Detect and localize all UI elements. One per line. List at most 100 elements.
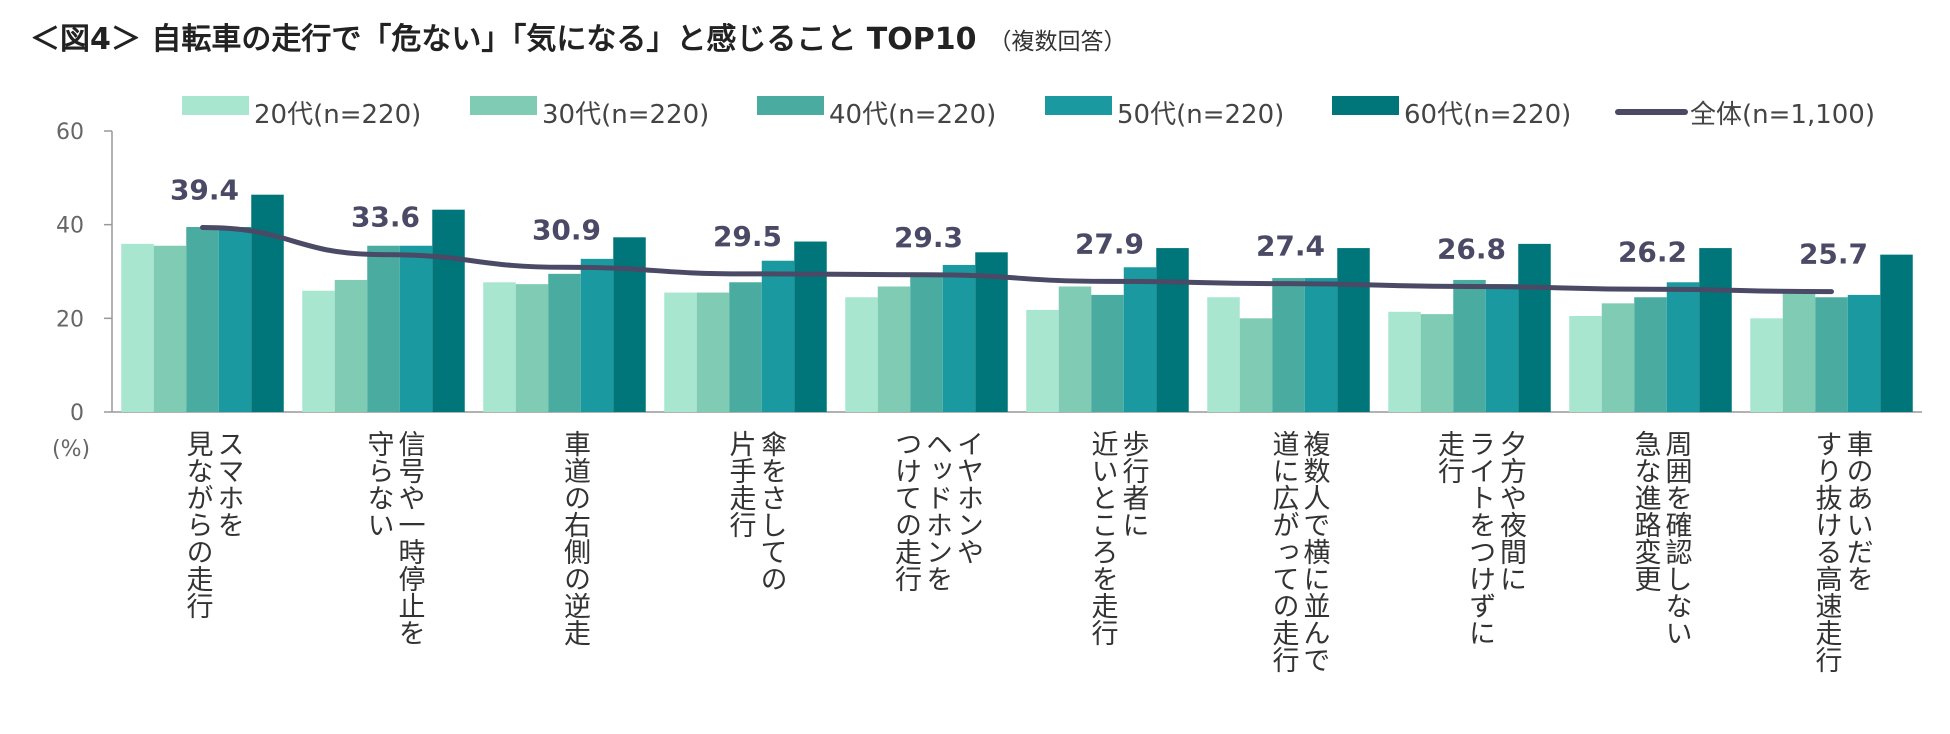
bar-1-5	[1058, 286, 1092, 412]
bar-2-6	[1272, 278, 1305, 412]
category-label-line: 車のあいだを	[1842, 430, 1873, 592]
y-tick-label: 20	[56, 307, 84, 332]
bar-0-2	[483, 282, 516, 412]
category-label-line: 見ながらの走行	[182, 430, 214, 619]
bar-0-1	[302, 290, 335, 412]
total-data-label: 27.4	[1256, 230, 1325, 263]
bar-2-9	[1815, 297, 1848, 412]
bar-3-1	[399, 245, 433, 412]
category-label-line: 周囲を確認しない	[1661, 430, 1693, 646]
category-label-line: ヘッドホンを	[921, 430, 952, 592]
y-tick-label: 40	[56, 214, 84, 239]
legend-label: 60代(n=220)	[1404, 100, 1571, 130]
total-data-label: 25.7	[1799, 238, 1868, 271]
category-label: 車道の右側の逆走	[559, 430, 591, 646]
bar-3-7	[1485, 284, 1519, 412]
category-label-line: 近いところを走行	[1087, 430, 1119, 646]
bar-4-9	[1880, 254, 1913, 412]
category-label-line: 片手走行	[725, 430, 757, 538]
category-label-line: スマホを	[213, 430, 244, 538]
y-tick-label: 0	[70, 401, 84, 426]
bar-0-7	[1388, 311, 1421, 412]
total-data-label: 33.6	[351, 201, 420, 234]
legend-swatch	[182, 96, 249, 115]
bar-4-5	[1156, 248, 1189, 412]
legend-swatch	[1045, 96, 1112, 115]
bar-2-7	[1453, 279, 1486, 412]
legend-swatch	[1332, 96, 1399, 115]
bar-1-0	[153, 245, 187, 412]
category-label-line: すり抜ける高速走行	[1811, 430, 1843, 673]
total-data-label: 30.9	[532, 213, 601, 246]
bar-4-2	[613, 237, 646, 412]
total-line-group: 39.4 33.6 30.9 29.5 29.3 27.9 27.4 26.8 26.2 25.7	[170, 173, 1868, 295]
category-label-line: 傘をさしての	[756, 430, 787, 592]
category-label-line: 複数人で横に並んで	[1299, 430, 1331, 673]
legend-label: 30代(n=220)	[542, 100, 709, 130]
bar-0-4	[845, 297, 878, 412]
total-data-label: 27.9	[1075, 227, 1144, 260]
category-label-line: 道に広がっての走行	[1268, 430, 1300, 673]
total-data-label: 26.2	[1618, 235, 1687, 268]
bar-3-5	[1123, 267, 1157, 412]
bar-4-0	[251, 194, 284, 412]
bar-2-2	[548, 273, 581, 412]
bar-0-8	[1569, 315, 1602, 412]
category-label-line: 歩行者に	[1118, 430, 1150, 538]
bar-0-5	[1026, 309, 1059, 412]
bar-4-8	[1699, 248, 1732, 412]
y-axis-unit-label: (%)	[52, 437, 90, 462]
legend-label: 全体(n=1,100)	[1690, 100, 1875, 130]
legend: 20代(n=220) 30代(n=220) 40代(n=220) 50代(n=220)…	[182, 96, 1875, 130]
bar-1-1	[334, 279, 368, 412]
category-label-line: 車道の右側の逆走	[559, 430, 591, 646]
total-data-label: 26.8	[1437, 232, 1506, 265]
bar-4-1	[432, 209, 465, 412]
bar-1-8	[1601, 303, 1635, 412]
bar-2-1	[367, 245, 400, 412]
chart-subtitle: （複数回答）	[988, 29, 1127, 55]
bar-4-3	[794, 241, 827, 412]
legend-swatch	[470, 96, 537, 115]
chart-title-text: ＜図4＞ 自転車の走行で「危ない」「気になる」と感じること TOP10	[30, 22, 977, 57]
bars	[121, 194, 1913, 412]
bar-2-0	[186, 227, 219, 412]
bar-1-6	[1239, 318, 1273, 412]
chart-title: ＜図4＞ 自転車の走行で「危ない」「気になる」と感じること TOP10 （複数回答…	[30, 14, 1126, 58]
bar-3-4	[942, 264, 976, 412]
bar-3-9	[1847, 294, 1881, 412]
bar-3-3	[761, 260, 795, 412]
legend-label: 40代(n=220)	[829, 100, 996, 130]
bar-3-6	[1304, 278, 1338, 412]
category-label-line: 夕方や夜間に	[1495, 430, 1527, 592]
bar-0-3	[664, 292, 697, 412]
bar-3-2	[580, 258, 614, 412]
legend-label: 20代(n=220)	[254, 100, 421, 130]
bar-4-7	[1518, 243, 1551, 412]
category-label-line: 守らない	[363, 430, 394, 538]
bar-1-4	[877, 286, 911, 412]
bar-0-0	[121, 243, 154, 412]
legend-label: 50代(n=220)	[1117, 100, 1284, 130]
bar-2-4	[910, 275, 943, 412]
category-label-line: ライトをつけずに	[1464, 430, 1495, 646]
total-series-line	[200, 224, 1834, 295]
category-label-line: 急な進路変更	[1630, 430, 1661, 592]
total-data-label: 29.5	[713, 220, 782, 253]
bar-1-3	[696, 292, 730, 412]
category-label-line: つけての走行	[890, 430, 922, 592]
bar-0-9	[1750, 318, 1783, 412]
bar-2-5	[1091, 294, 1124, 412]
bar-1-7	[1420, 314, 1454, 412]
bar-1-9	[1782, 292, 1816, 412]
